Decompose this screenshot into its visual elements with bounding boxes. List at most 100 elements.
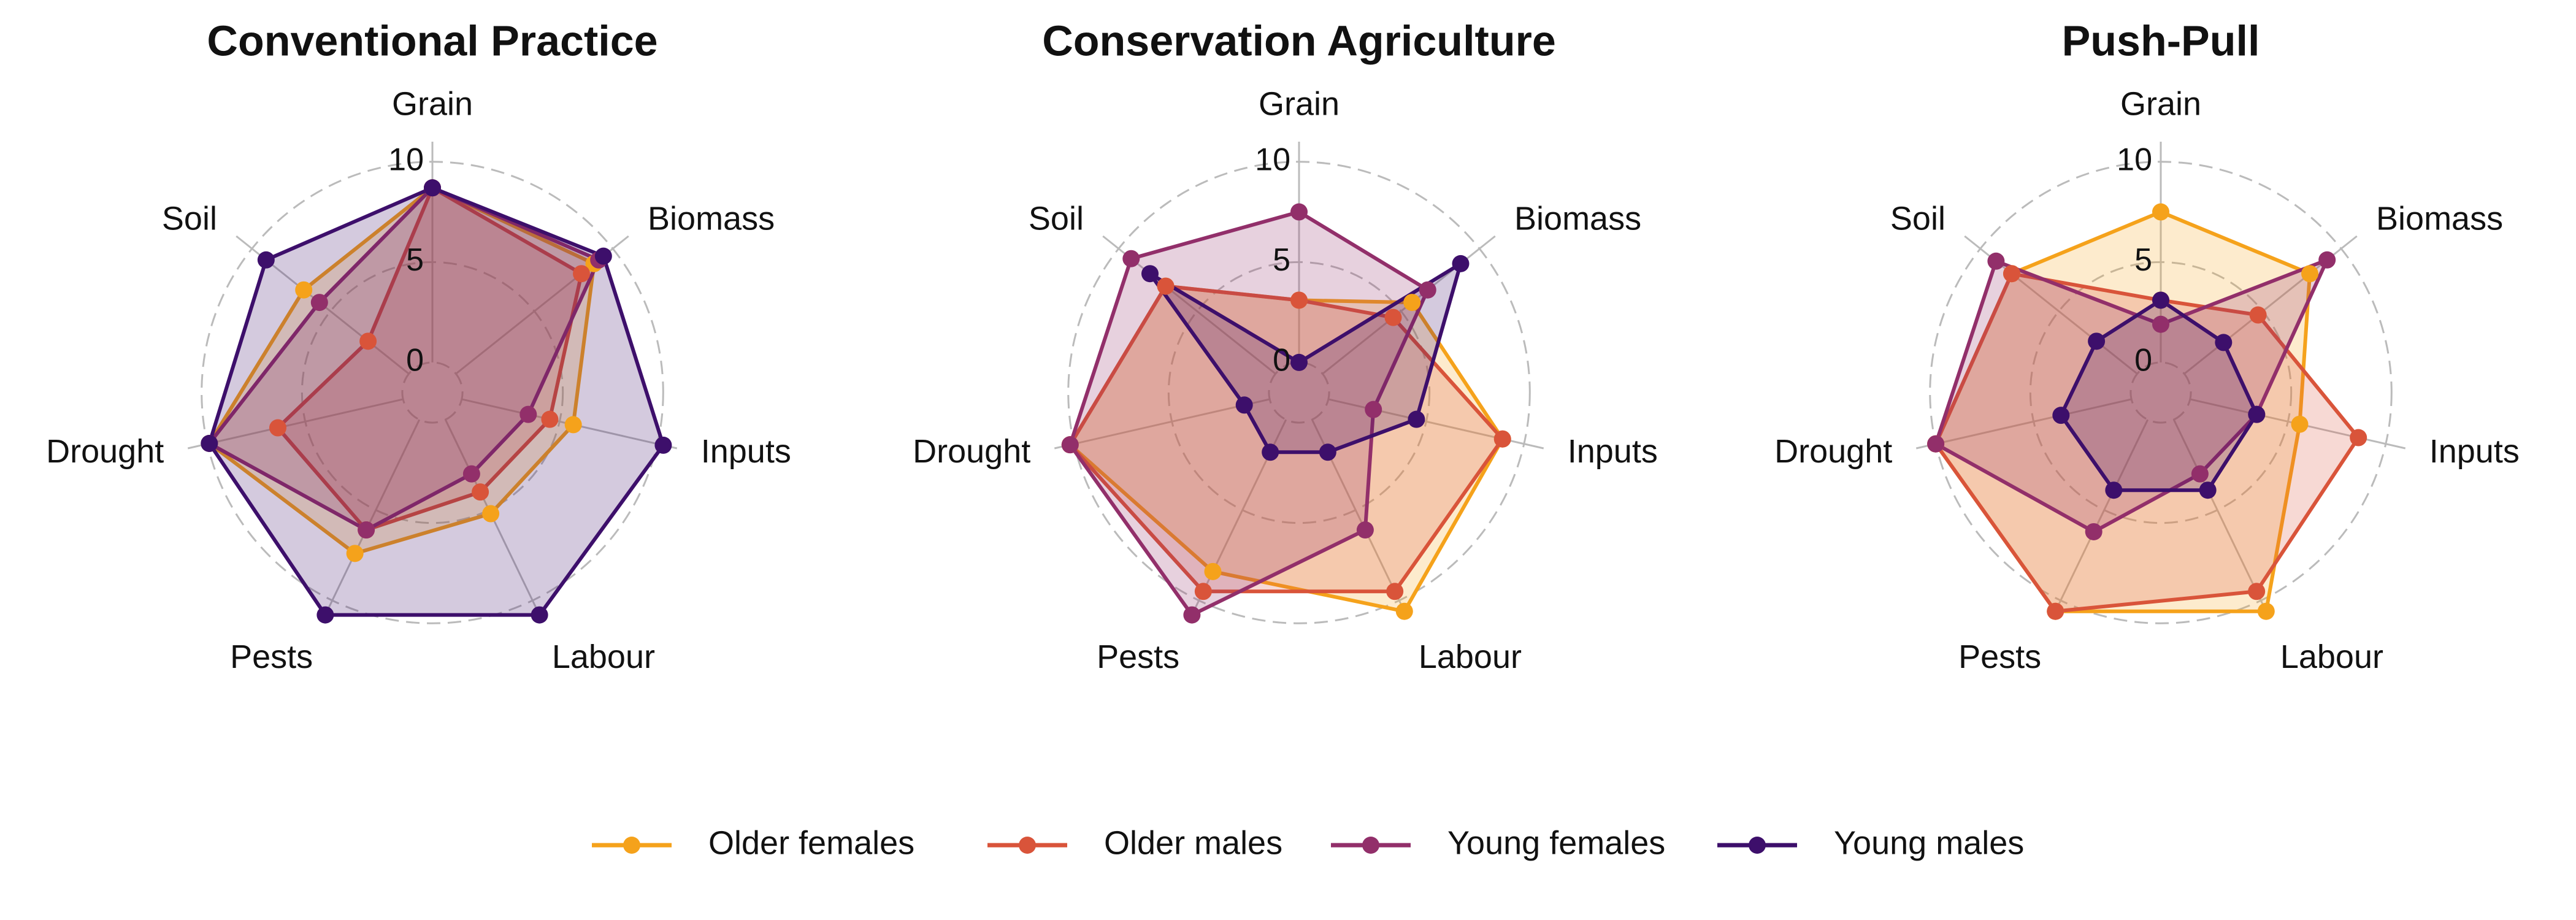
legend-marker bbox=[1362, 837, 1379, 854]
grid-ring bbox=[1929, 161, 2393, 624]
data-point bbox=[472, 483, 489, 501]
grid-ring bbox=[201, 161, 664, 624]
series-area bbox=[1934, 272, 2361, 613]
data-point bbox=[257, 251, 275, 269]
data-point bbox=[1365, 401, 1382, 418]
data-point bbox=[573, 265, 591, 283]
axis-label: Biomass bbox=[648, 200, 775, 237]
grid-ring bbox=[1268, 361, 1330, 424]
data-point bbox=[310, 294, 328, 312]
data-point bbox=[358, 521, 375, 539]
data-point bbox=[201, 435, 218, 453]
radar-chart: Push-Pull 0 5 10 Grain Biomass Inputs Labour Pes… bbox=[1774, 17, 2520, 675]
data-point bbox=[564, 416, 582, 434]
axis-label: Pests bbox=[230, 638, 313, 675]
grid-ring bbox=[401, 361, 464, 424]
data-point bbox=[1183, 606, 1201, 624]
data-point bbox=[1061, 436, 1079, 454]
data-point bbox=[2257, 602, 2275, 620]
legend-marker bbox=[1019, 837, 1036, 854]
axis-label: Drought bbox=[1774, 433, 1892, 470]
data-point bbox=[531, 606, 548, 624]
data-point bbox=[346, 545, 364, 562]
data-point bbox=[519, 405, 537, 423]
tick-label: 5 bbox=[406, 242, 424, 278]
axis-label: Drought bbox=[913, 433, 1030, 470]
legend-marker bbox=[623, 837, 640, 854]
data-point bbox=[2105, 481, 2123, 499]
data-point bbox=[2152, 315, 2169, 333]
data-point bbox=[1290, 291, 1308, 309]
data-point bbox=[424, 179, 441, 197]
tick-label: 10 bbox=[388, 142, 424, 177]
data-point bbox=[2199, 481, 2217, 499]
series-area bbox=[207, 186, 665, 617]
data-point bbox=[2249, 306, 2267, 324]
data-point bbox=[1319, 443, 1336, 461]
grid-ring bbox=[2029, 261, 2293, 524]
chart-title: Conservation Agriculture bbox=[1042, 17, 1556, 64]
data-point bbox=[2088, 332, 2106, 350]
data-point bbox=[594, 247, 612, 265]
grid-ring bbox=[1167, 261, 1431, 524]
data-point bbox=[2350, 429, 2367, 447]
legend-text: Older females bbox=[708, 824, 914, 861]
tick-label: 10 bbox=[1255, 142, 1290, 177]
data-point bbox=[2301, 265, 2319, 283]
data-point bbox=[1403, 294, 1421, 312]
data-point bbox=[1927, 435, 1945, 453]
data-point bbox=[2085, 523, 2103, 540]
tick-label: 0 bbox=[2134, 343, 2152, 378]
axis-label: Labour bbox=[2280, 638, 2383, 675]
data-point bbox=[2152, 291, 2169, 309]
tick-label: 5 bbox=[1273, 242, 1290, 278]
data-point bbox=[2047, 602, 2064, 620]
series-area bbox=[207, 186, 601, 532]
data-point bbox=[1419, 281, 1436, 299]
data-point bbox=[462, 465, 480, 483]
axis-label: Inputs bbox=[2429, 433, 2520, 470]
data-point bbox=[1408, 410, 1425, 428]
tick-label: 0 bbox=[1273, 343, 1290, 378]
legend-text: Young females bbox=[1447, 824, 1665, 861]
series-area bbox=[275, 186, 584, 532]
data-point bbox=[2003, 265, 2020, 283]
tick-label: 10 bbox=[2117, 142, 2152, 177]
data-point bbox=[1395, 602, 1413, 620]
data-point bbox=[2052, 407, 2070, 424]
legend: Older females Older males Young females You… bbox=[592, 824, 2024, 861]
data-point bbox=[1235, 396, 1253, 414]
data-point bbox=[2152, 203, 2169, 221]
data-point bbox=[2215, 334, 2233, 351]
grid-ring bbox=[2129, 361, 2192, 424]
chart-title: Push-Pull bbox=[2062, 17, 2260, 64]
data-point bbox=[1141, 265, 1159, 283]
axis-label: Soil bbox=[1029, 200, 1084, 237]
radar-chart: Conservation Agriculture 0 5 10 Grain Biomass… bbox=[913, 17, 1658, 675]
data-point bbox=[1386, 583, 1404, 600]
axis-label: Biomass bbox=[1514, 200, 1641, 237]
radar-chart: Conventional Practice 0 5 10 Grain Biomass Inp… bbox=[46, 17, 791, 675]
data-point bbox=[2318, 251, 2336, 269]
axis-label: Soil bbox=[162, 200, 217, 237]
series-area bbox=[1934, 258, 2329, 534]
data-point bbox=[1987, 252, 2005, 270]
data-point bbox=[1122, 250, 1140, 267]
axis-label: Soil bbox=[1890, 200, 1945, 237]
grid-ring bbox=[301, 261, 564, 524]
axis-label: Pests bbox=[1958, 638, 2041, 675]
grid-ring bbox=[1067, 161, 1531, 624]
data-point bbox=[1194, 583, 1212, 600]
axis-label: Pests bbox=[1097, 638, 1179, 675]
data-point bbox=[269, 419, 286, 437]
legend-marker bbox=[1749, 837, 1766, 854]
data-point bbox=[541, 410, 559, 428]
data-point bbox=[2248, 583, 2266, 600]
data-point bbox=[1204, 562, 1222, 580]
spoke bbox=[323, 419, 421, 619]
data-point bbox=[2191, 465, 2209, 483]
data-point bbox=[1384, 309, 1402, 326]
spoke bbox=[187, 398, 404, 450]
legend-text: Older males bbox=[1104, 824, 1282, 861]
